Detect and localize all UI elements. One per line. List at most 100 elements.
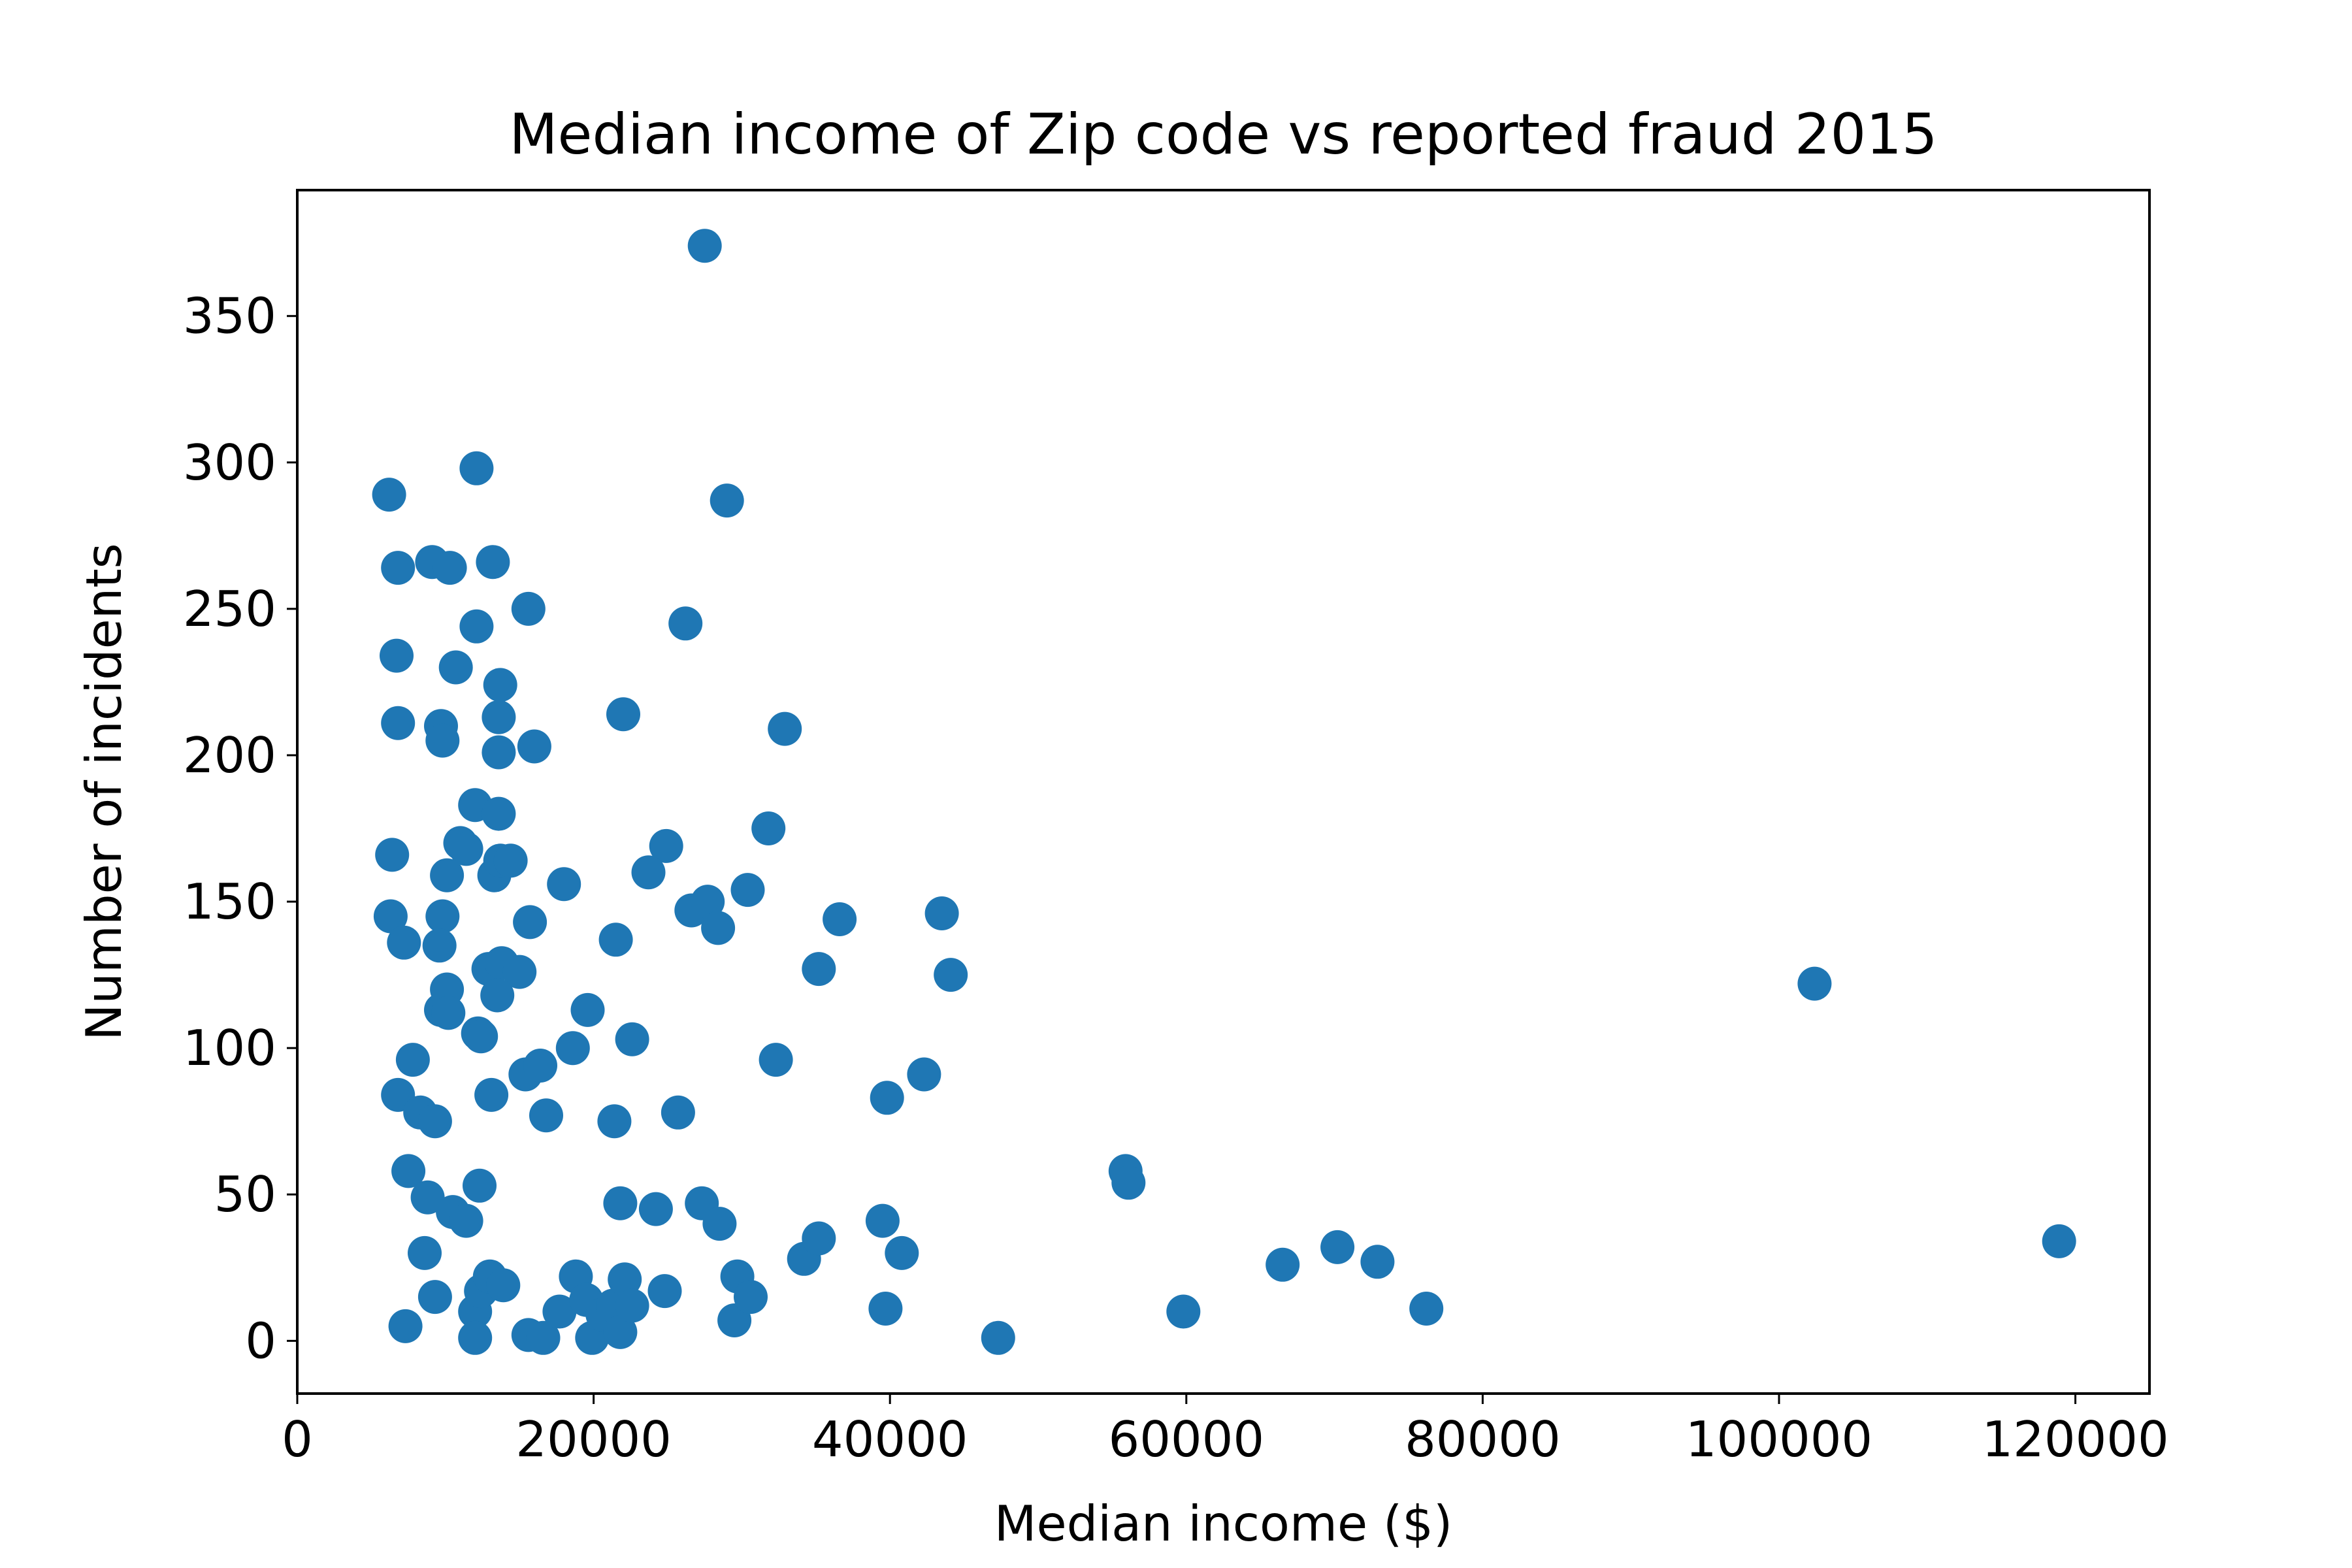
data-point — [410, 1180, 445, 1215]
x-tick-label: 80000 — [1405, 1411, 1561, 1468]
data-point — [981, 1320, 1015, 1355]
data-point — [570, 992, 605, 1027]
data-point — [375, 838, 410, 872]
data-point — [529, 1098, 563, 1133]
data-point — [823, 902, 857, 936]
data-point — [483, 668, 517, 702]
plot-frame — [296, 189, 2151, 1395]
data-point — [870, 1081, 904, 1115]
data-point — [924, 896, 959, 930]
y-tick-label: 300 — [183, 434, 276, 491]
data-point — [1166, 1294, 1201, 1329]
x-tick-label: 120000 — [1982, 1411, 2168, 1468]
x-axis-ticks: 0 20000 40000 60000 80000 100000 120000 — [282, 1394, 2169, 1468]
data-point — [687, 229, 722, 263]
data-point — [598, 923, 633, 957]
data-point — [526, 1320, 561, 1355]
data-point — [517, 729, 551, 764]
data-point — [934, 958, 968, 992]
x-tick-label: 20000 — [515, 1411, 672, 1468]
data-point — [493, 843, 528, 878]
y-tick-label: 200 — [183, 727, 276, 784]
data-point — [417, 1280, 452, 1315]
y-tick-label: 100 — [183, 1019, 276, 1077]
data-point — [603, 1315, 638, 1349]
data-point — [631, 855, 666, 890]
data-point — [387, 925, 421, 960]
data-point — [661, 1095, 695, 1130]
data-point — [649, 828, 683, 863]
data-point — [603, 1186, 638, 1220]
data-point — [381, 706, 416, 740]
x-tick-label: 0 — [282, 1411, 313, 1468]
data-point — [542, 1294, 577, 1329]
data-point — [802, 952, 836, 987]
data-point — [1111, 1166, 1146, 1200]
data-point — [523, 1049, 557, 1083]
data-point — [474, 1077, 509, 1112]
x-tick-label: 100000 — [1686, 1411, 1872, 1468]
data-point — [615, 1288, 649, 1323]
data-point — [438, 650, 473, 685]
data-point — [486, 1268, 521, 1303]
data-point — [480, 978, 515, 1013]
data-point — [730, 873, 765, 907]
data-point — [482, 735, 516, 770]
data-point — [395, 1043, 430, 1077]
data-point — [802, 1221, 836, 1256]
data-point — [464, 1019, 498, 1054]
data-point — [430, 858, 465, 892]
data-point — [408, 1235, 442, 1270]
y-tick-label: 50 — [214, 1166, 276, 1223]
data-point — [2042, 1224, 2076, 1258]
data-point — [555, 1031, 590, 1066]
data-point — [701, 911, 736, 945]
data-point — [608, 1262, 642, 1297]
data-point — [482, 796, 516, 831]
data-point — [391, 1154, 426, 1188]
data-point — [433, 551, 467, 585]
data-point — [751, 811, 786, 845]
data-point — [865, 1203, 900, 1238]
data-point — [734, 1280, 768, 1315]
data-point — [449, 832, 483, 866]
data-point — [597, 1104, 632, 1139]
data-point — [668, 606, 703, 641]
y-tick-label: 0 — [245, 1312, 276, 1369]
data-point — [710, 483, 744, 518]
data-point — [907, 1057, 941, 1092]
data-point — [1320, 1230, 1355, 1264]
data-point — [425, 899, 460, 934]
points-layer — [372, 229, 2076, 1355]
y-axis-ticks: 0 50 100 150 200 250 300 350 — [183, 287, 297, 1369]
y-axis-label: Number of incidents — [75, 543, 133, 1040]
y-tick-label: 350 — [183, 287, 276, 345]
data-point — [459, 451, 494, 485]
data-point — [647, 1274, 682, 1309]
data-point — [380, 638, 414, 673]
data-point — [615, 1022, 649, 1056]
y-tick-label: 150 — [183, 873, 276, 930]
data-point — [1266, 1247, 1300, 1282]
data-point — [459, 609, 494, 644]
data-point — [449, 1203, 483, 1238]
data-point — [1360, 1245, 1395, 1279]
data-point — [1797, 966, 1832, 1001]
data-point — [388, 1309, 423, 1343]
data-point — [482, 700, 516, 734]
x-tick-label: 40000 — [812, 1411, 968, 1468]
data-point — [422, 928, 457, 963]
data-point — [691, 885, 725, 919]
data-point — [868, 1292, 903, 1326]
data-point — [702, 1207, 737, 1241]
chart-title: Median income of Zip code vs reported fr… — [509, 102, 1937, 167]
data-point — [476, 545, 510, 580]
data-point — [513, 905, 547, 939]
data-point — [458, 1320, 493, 1355]
data-point — [606, 697, 640, 732]
data-point — [1409, 1292, 1444, 1326]
y-tick-label: 250 — [183, 580, 276, 638]
